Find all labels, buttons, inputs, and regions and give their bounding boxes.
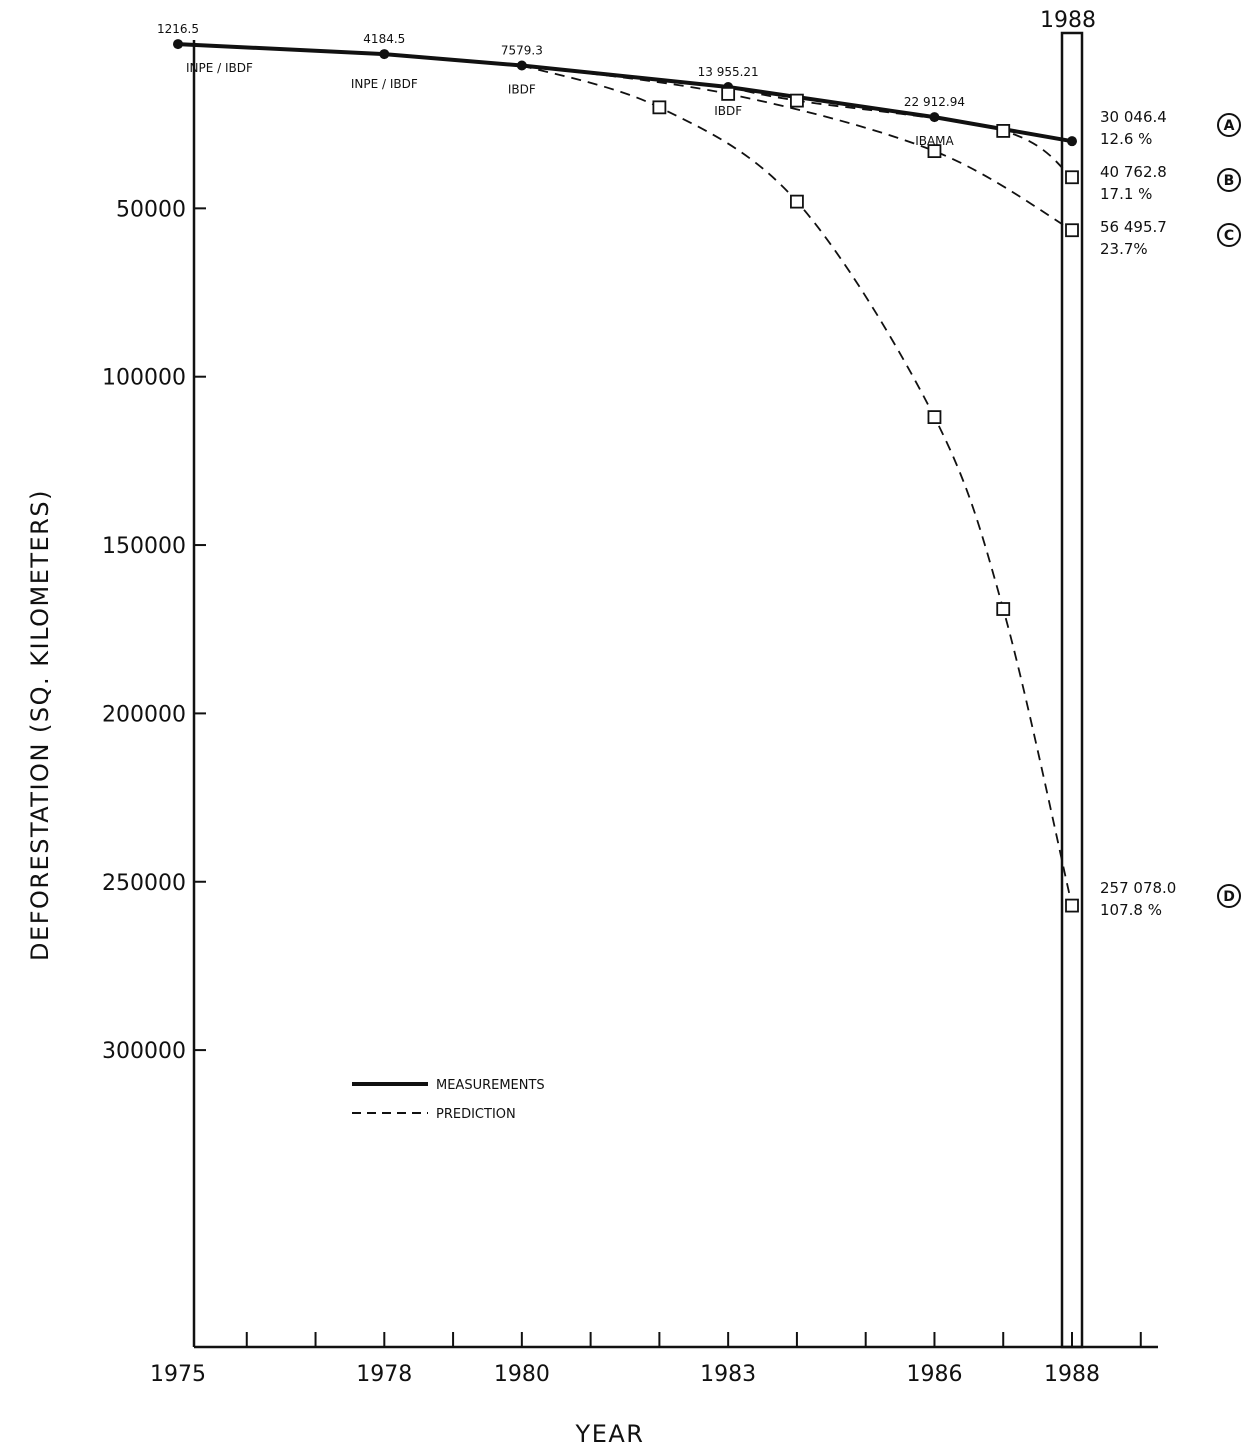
x-tick-label-1983: 1983 xyxy=(700,1362,756,1387)
measurement-value-label: 22 912.94 xyxy=(904,95,965,109)
labels-layer: 1216.5 INPE / IBDF 4184.5 INPE / IBDF 7579.3… xyxy=(157,22,1240,919)
prediction-point-d-1987 xyxy=(997,603,1009,615)
prediction-point-b-1988 xyxy=(1066,171,1078,183)
series-line-prediction-d xyxy=(522,66,1072,906)
x-tick-label-1975: 1975 xyxy=(150,1362,206,1387)
legend-prediction-label: PREDICTION xyxy=(436,1107,516,1122)
end-percent-label-d: 107.8 % xyxy=(1100,901,1162,919)
prediction-point-d-1982 xyxy=(653,101,665,113)
y-ticks: 50000 100000 150000 200000 250000 300000 xyxy=(102,197,206,1064)
series-layer xyxy=(173,39,1078,911)
y-axis-label: DEFORESTATION (SQ. KILOMETERS) xyxy=(26,489,54,961)
x-ticks: 1975 1978 1980 1983 1986 1988 xyxy=(150,1332,1141,1387)
x-tick-label-1978: 1978 xyxy=(356,1362,412,1387)
y-tick-label-200000: 200000 xyxy=(102,702,186,727)
end-value-label-d: 257 078.0 xyxy=(1100,879,1176,897)
plot-frame xyxy=(194,40,1158,1347)
y-tick-label-50000: 50000 xyxy=(116,197,186,222)
measurement-point-1978 xyxy=(379,49,389,59)
end-value-label-b: 40 762.8 xyxy=(1100,163,1167,181)
prediction-point-d-1988 xyxy=(1066,900,1078,912)
measurement-source-label: IBDF xyxy=(508,83,536,97)
end-percent-label-b: 17.1 % xyxy=(1100,185,1152,203)
curve-marker-letter-a: A xyxy=(1224,118,1235,134)
prediction-point-c-1988 xyxy=(1066,224,1078,236)
measurement-source-label: IBAMA xyxy=(915,134,954,148)
prediction-point-b-1987 xyxy=(997,125,1009,137)
legend-measurements-label: MEASUREMENTS xyxy=(436,1078,545,1093)
curve-marker-letter-c: C xyxy=(1224,228,1234,244)
measurement-source-label: IBDF xyxy=(714,104,742,118)
measurement-value-label: 4184.5 xyxy=(363,32,405,46)
measurement-value-label: 7579.3 xyxy=(501,44,543,58)
end-percent-label-c: 23.7% xyxy=(1100,240,1148,258)
y-tick-label-300000: 300000 xyxy=(102,1039,186,1064)
measurement-source-label: INPE / IBDF xyxy=(351,77,418,91)
highlight-year-label: 1988 xyxy=(1040,8,1096,33)
x-tick-label-1980: 1980 xyxy=(494,1362,550,1387)
end-value-label-c: 56 495.7 xyxy=(1100,218,1167,236)
measurement-value-label: 1216.5 xyxy=(157,22,199,36)
measurement-point-1975 xyxy=(173,39,183,49)
curve-marker-letter-b: B xyxy=(1224,173,1235,189)
measurement-value-label: 13 955.21 xyxy=(698,65,759,79)
end-value-label-a: 30 046.4 xyxy=(1100,108,1167,126)
legend: MEASUREMENTS PREDICTION xyxy=(352,1078,545,1122)
end-percent-label-a: 12.6 % xyxy=(1100,130,1152,148)
curve-marker-letter-d: D xyxy=(1223,889,1235,905)
x-axis-label: YEAR xyxy=(575,1420,645,1448)
x-tick-label-1988: 1988 xyxy=(1044,1362,1100,1387)
prediction-point-d-1986 xyxy=(928,411,940,423)
prediction-point-d-1984 xyxy=(791,196,803,208)
prediction-point-c-1983 xyxy=(722,88,734,100)
measurement-point-1988 xyxy=(1067,136,1077,146)
x-tick-label-1986: 1986 xyxy=(906,1362,962,1387)
y-tick-label-250000: 250000 xyxy=(102,871,186,896)
y-tick-label-150000: 150000 xyxy=(102,534,186,559)
measurement-source-label: INPE / IBDF xyxy=(186,61,253,75)
prediction-point-b-1984 xyxy=(791,95,803,107)
y-tick-label-100000: 100000 xyxy=(102,366,186,391)
